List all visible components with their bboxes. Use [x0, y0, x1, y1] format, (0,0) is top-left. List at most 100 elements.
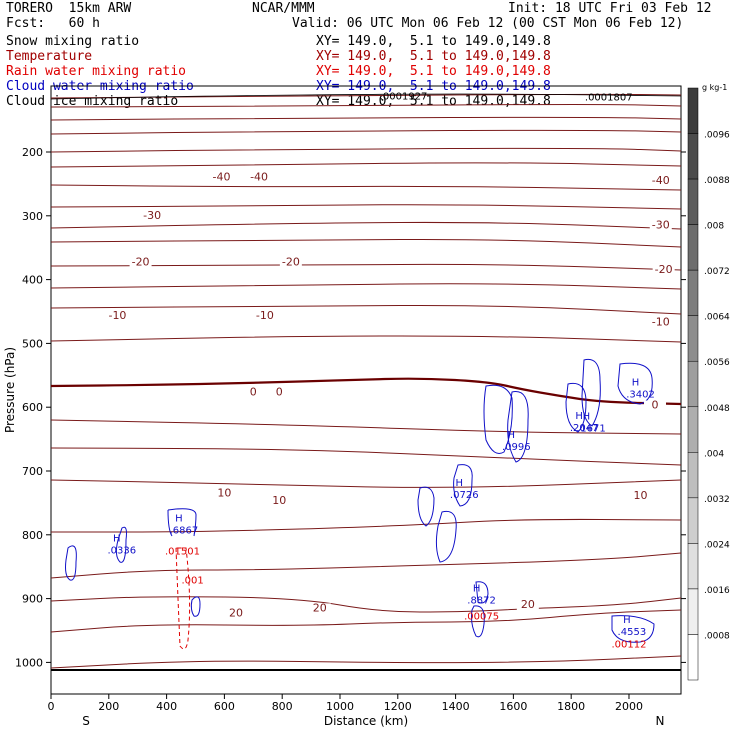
init-time: Init: 18 UTC Fri 03 Feb 12: [508, 1, 712, 16]
colorbar-label: .004: [704, 449, 724, 459]
cloud-max-marker: H: [632, 378, 640, 389]
colorbar-segment: [687, 133, 699, 180]
isotherm: [50, 596, 682, 613]
colorbar-segment: [687, 543, 699, 590]
isotherm: [50, 419, 682, 435]
isotherm-label: 10: [272, 494, 286, 507]
cloud-water-contour: [167, 508, 197, 537]
y-tick-label: 400: [22, 274, 43, 287]
x-tick-label: 1200: [384, 700, 412, 713]
isotherm-label-bg: [268, 387, 291, 399]
isotherm-label: -10: [652, 316, 670, 329]
isotherm-label: 0: [250, 386, 257, 399]
isotherm: [50, 221, 682, 230]
cloud-water-contour: [483, 384, 513, 454]
isotherm: [50, 184, 682, 191]
x-tick-label: 400: [156, 700, 177, 713]
field-xy: XY= 149.0, 5.1 to 149.0,149.8: [316, 49, 551, 64]
isotherm: [50, 162, 682, 168]
isotherm-label: -30: [652, 219, 670, 232]
cloud-water-contour: [65, 545, 77, 581]
isotherm: [50, 147, 682, 153]
isotherm: [50, 263, 682, 271]
isotherm: [50, 283, 682, 290]
y-axis-title: Pressure (hPa): [3, 347, 17, 433]
isotherm-label: -20: [282, 256, 300, 269]
x-tick-label: 0: [48, 700, 55, 713]
snow-contour: [50, 93, 682, 100]
isotherm-label-bg: [516, 600, 539, 612]
south-label: S: [82, 714, 90, 728]
isotherm-label: 20: [521, 598, 535, 611]
colorbar-label: .0072: [704, 267, 730, 277]
isotherm-label: -30: [143, 209, 161, 222]
colorbar-label: .0032: [704, 495, 730, 505]
colorbar-segment: [687, 406, 699, 453]
isotherm-label-bg: [649, 317, 672, 329]
field-xy: XY= 149.0, 5.1 to 149.0,149.8: [316, 64, 551, 79]
isotherm-label-bg: [268, 496, 291, 508]
colorbar-segment: [687, 269, 699, 316]
isotherm-label: 10: [634, 489, 648, 502]
isotherm-label: -20: [132, 256, 150, 269]
isotherm: [50, 609, 682, 633]
colorbar-label: .0056: [704, 358, 730, 368]
colorbar-segment: [687, 360, 699, 408]
isotherm-label-bg: [308, 603, 331, 615]
valid-time: Valid: 06 UTC Mon 06 Feb 12 (00 CST Mon …: [292, 16, 684, 31]
isotherm: [50, 335, 682, 343]
cloud-max-label: .4553: [618, 627, 647, 638]
rain-max-label: .001: [181, 575, 203, 586]
cloud-water-contour: [417, 486, 435, 527]
x-tick-label: 2000: [615, 700, 643, 713]
x-tick-label: 1400: [442, 700, 470, 713]
colorbar-label: .0088: [704, 176, 730, 186]
colorbar-segment: [687, 87, 699, 134]
x-tick-label: 800: [272, 700, 293, 713]
isotherm-label: -10: [108, 309, 126, 322]
isotherm: [50, 238, 682, 248]
north-label: N: [656, 714, 665, 728]
y-tick-label: 900: [22, 593, 43, 606]
isotherm-label-bg: [253, 311, 276, 323]
isotherm-label-bg: [652, 265, 675, 277]
colorbar-label: .0064: [704, 313, 730, 323]
isotherm: [50, 447, 682, 466]
snow-max-label: .0001807: [585, 92, 633, 103]
isotherm-label-bg: [643, 400, 666, 412]
y-tick-label: 800: [22, 529, 43, 542]
cloud-water-contour: [453, 464, 473, 507]
cloud-max-label: .0996: [502, 442, 531, 453]
isotherm-label-bg: [279, 257, 302, 269]
cloud-water-contour: [611, 615, 655, 643]
cloud-max-marker: H: [575, 411, 583, 422]
isotherm: [50, 655, 682, 669]
colorbar-segment: [687, 497, 699, 544]
colorbar-segment: [687, 452, 699, 499]
org-label: NCAR/MMM: [252, 1, 315, 16]
isotherm-label-bg: [242, 387, 265, 399]
isotherm-label: 0: [276, 386, 283, 399]
colorbar-label: .008: [704, 222, 724, 232]
y-tick-label: 1000: [15, 656, 43, 669]
y-tick-label: 700: [22, 465, 43, 478]
isotherm: [50, 204, 682, 210]
x-tick-label: 200: [98, 700, 119, 713]
isotherm: [50, 93, 682, 99]
isotherm-label-bg: [210, 172, 233, 184]
cloud-max-marker: H: [473, 584, 481, 595]
cloud-max-label: .0726: [450, 490, 479, 501]
field-name: Temperature: [6, 49, 93, 64]
isotherm-label-bg: [224, 608, 247, 620]
rain-max-label: .00112: [611, 640, 646, 651]
isotherm: [50, 116, 682, 121]
cloud-max-marker: H: [113, 533, 121, 544]
rain-max-label: .00075: [464, 612, 499, 623]
isotherm-label-bg: [629, 491, 652, 503]
x-tick-label: 600: [214, 700, 235, 713]
isotherm-label: -40: [652, 174, 670, 187]
cloud-water-contour: [565, 382, 587, 433]
cloud-max-marker: H: [623, 615, 631, 626]
rain-max-label: .01501: [165, 547, 200, 558]
field-name: Snow mixing ratio: [6, 34, 140, 49]
